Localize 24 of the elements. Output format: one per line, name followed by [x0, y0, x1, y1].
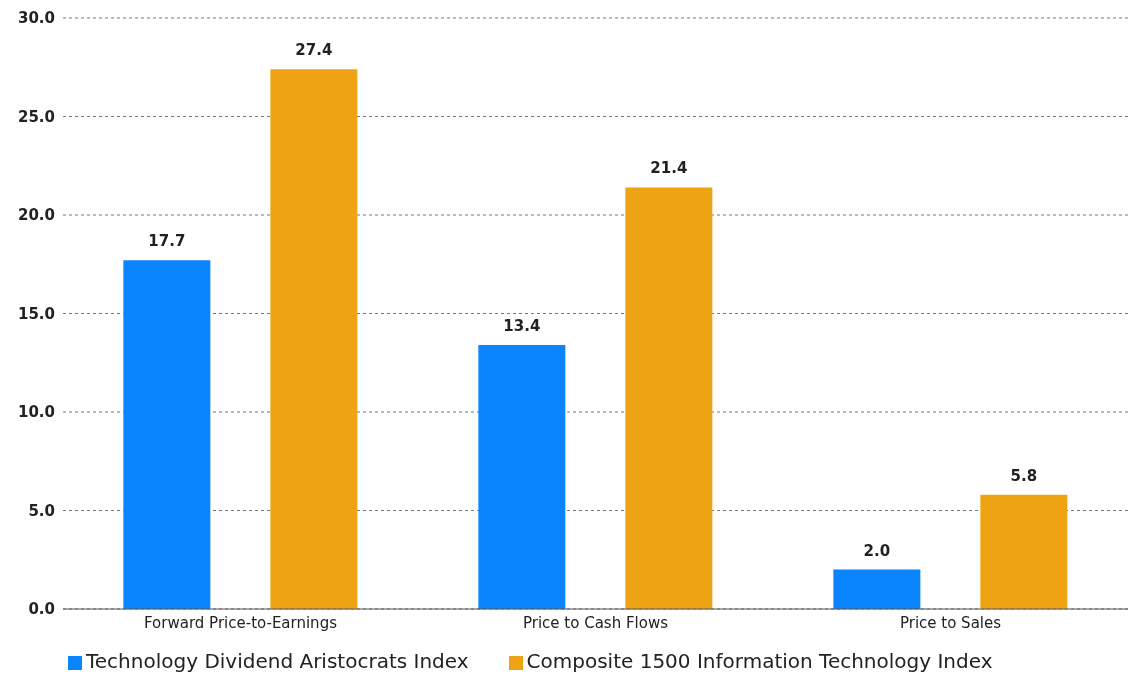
bar [123, 260, 211, 609]
bar [625, 187, 713, 609]
legend-label: Technology Dividend Aristocrats Index [86, 649, 469, 673]
legend-label: Composite 1500 Information Technology Index [526, 649, 993, 673]
x-tick-label: Forward Price-to-Earnings [144, 613, 338, 632]
x-tick-label: Price to Cash Flows [523, 613, 669, 632]
data-label: 2.0 [863, 541, 891, 560]
y-tick-label: 15.0 [17, 304, 55, 323]
y-tick-label: 20.0 [17, 206, 55, 225]
data-label: 17.7 [148, 232, 186, 251]
data-label: 21.4 [650, 159, 688, 178]
y-tick-label: 5.0 [28, 501, 55, 520]
y-tick-label: 0.0 [28, 600, 55, 619]
x-tick-label: Price to Sales [899, 613, 1002, 632]
bar [833, 569, 921, 609]
data-label: 27.4 [295, 41, 333, 60]
bar [270, 69, 358, 609]
bar [980, 494, 1068, 609]
data-label: 13.4 [503, 317, 541, 336]
y-tick-label: 25.0 [17, 107, 55, 126]
y-tick-label: 30.0 [17, 9, 55, 28]
data-label: 5.8 [1010, 466, 1038, 485]
bar [478, 345, 566, 609]
y-tick-label: 10.0 [17, 403, 55, 422]
